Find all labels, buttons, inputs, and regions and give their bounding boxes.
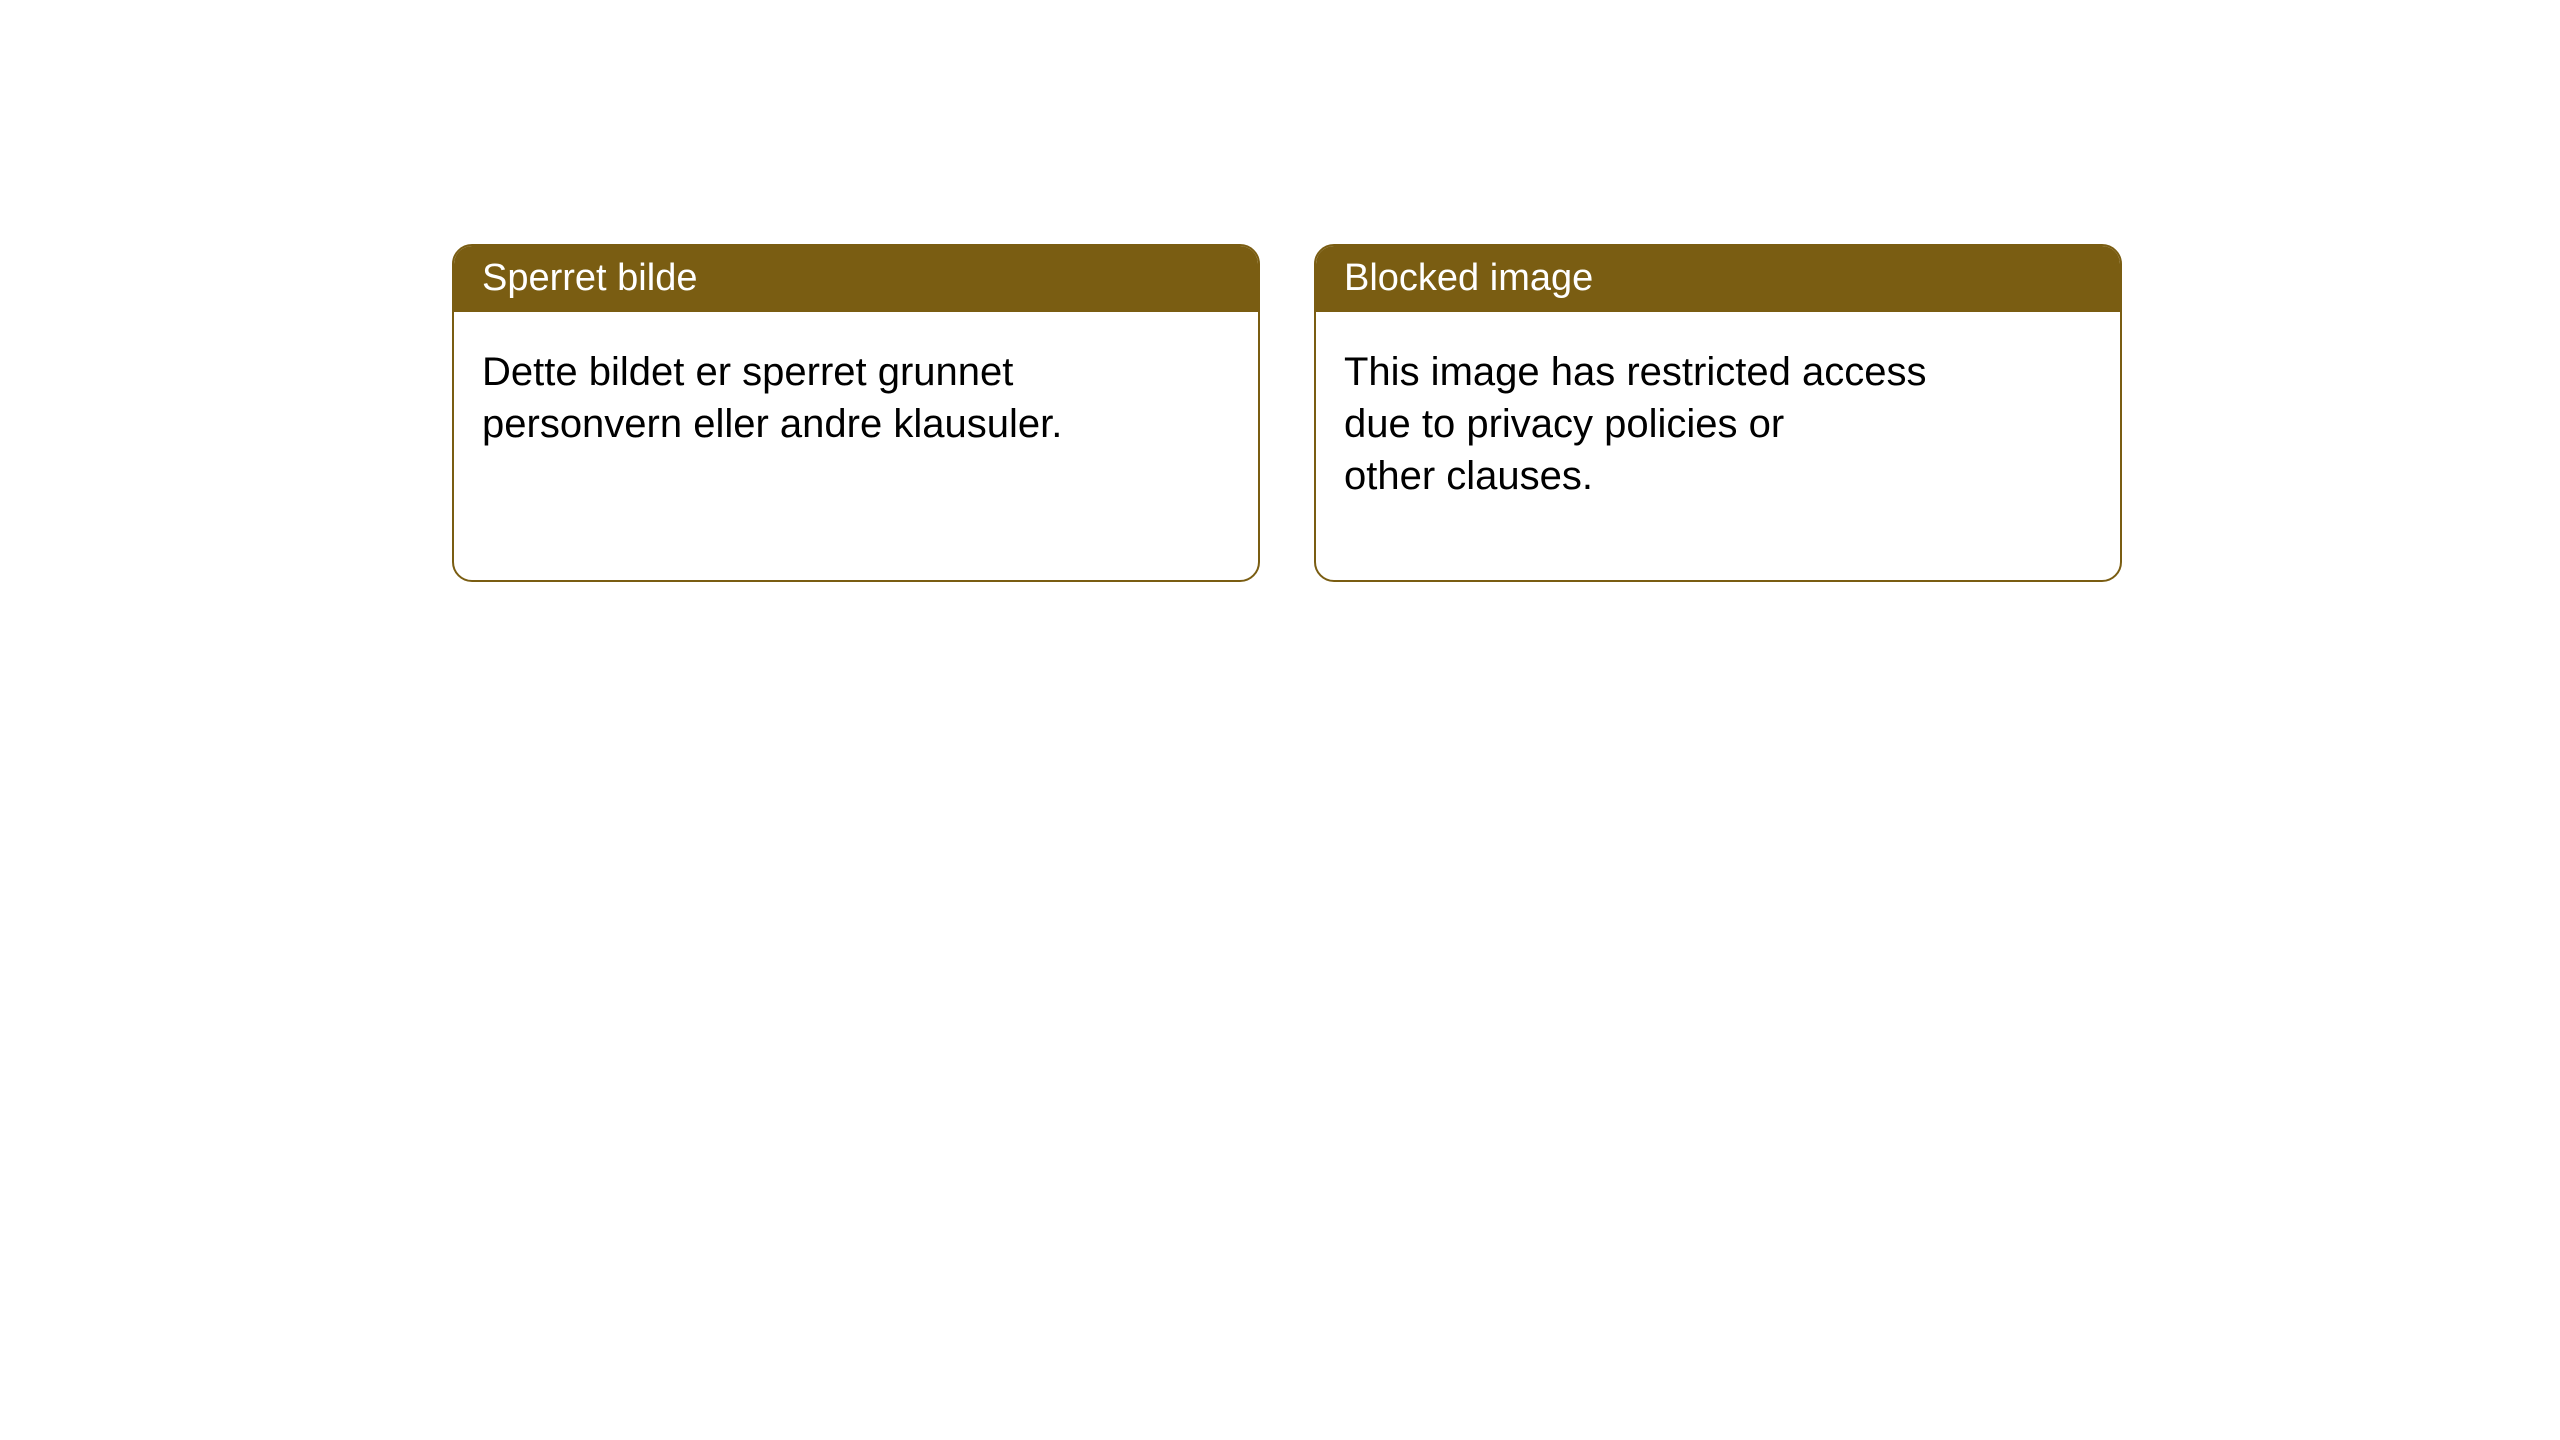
card-header-no: Sperret bilde <box>454 246 1258 312</box>
card-body-en: This image has restricted access due to … <box>1316 312 2120 536</box>
card-header-en: Blocked image <box>1316 246 2120 312</box>
cards-container: Sperret bilde Dette bildet er sperret gr… <box>0 0 2560 582</box>
blocked-image-card-no: Sperret bilde Dette bildet er sperret gr… <box>452 244 1260 582</box>
card-body-no: Dette bildet er sperret grunnet personve… <box>454 312 1258 484</box>
blocked-image-card-en: Blocked image This image has restricted … <box>1314 244 2122 582</box>
